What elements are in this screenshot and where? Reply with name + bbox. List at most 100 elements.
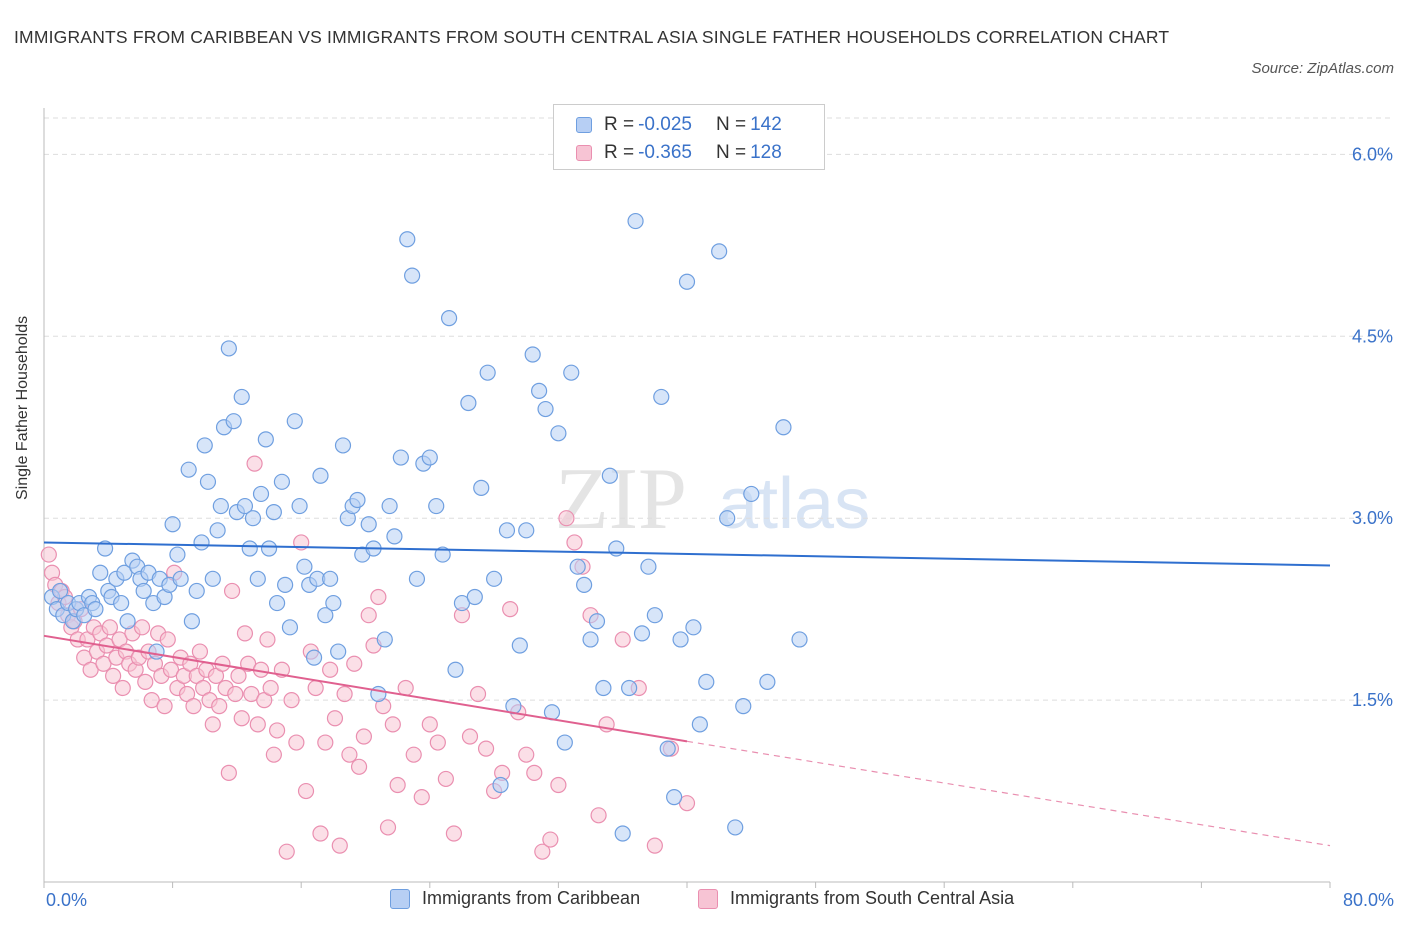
data-point <box>370 588 387 606</box>
data-point <box>185 698 202 715</box>
data-point <box>209 522 226 539</box>
data-point <box>262 679 279 697</box>
data-point <box>225 413 242 430</box>
data-point <box>511 637 528 654</box>
data-point <box>408 570 426 587</box>
axes <box>43 108 1331 888</box>
data-point <box>244 510 262 527</box>
data-point <box>307 679 324 697</box>
data-point <box>601 467 618 484</box>
data-point <box>445 825 463 842</box>
data-point <box>590 807 607 824</box>
data-point <box>653 388 670 406</box>
data-point <box>399 231 416 248</box>
data-point <box>429 734 446 751</box>
data-point <box>265 504 282 521</box>
data-point <box>550 425 567 442</box>
data-point <box>156 698 173 715</box>
data-point <box>325 594 342 612</box>
data-point <box>355 728 372 745</box>
data-point <box>537 400 554 418</box>
legend-swatch-blue <box>390 888 410 909</box>
data-point <box>389 776 406 794</box>
data-point <box>558 510 575 527</box>
data-point <box>542 831 559 848</box>
data-point <box>92 564 109 581</box>
data-point <box>460 394 477 412</box>
data-point <box>330 643 347 660</box>
n-value: 128 <box>750 142 782 163</box>
data-point <box>312 825 329 842</box>
data-point <box>434 546 451 563</box>
data-point <box>360 516 377 533</box>
data-point <box>312 467 329 484</box>
data-point <box>113 594 130 612</box>
data-point <box>413 789 430 806</box>
data-point <box>101 619 119 636</box>
data-point <box>621 679 638 697</box>
data-point <box>211 698 228 715</box>
data-point <box>469 685 487 703</box>
data-point <box>392 449 409 466</box>
data-point <box>322 570 339 587</box>
grid-lines <box>44 117 1390 701</box>
trend-line-south-central-asia <box>43 634 688 743</box>
watermark-zip: ZIP <box>555 451 687 548</box>
legend-item-caribbean[interactable]: Immigrants from Caribbean <box>390 888 640 909</box>
data-point <box>249 570 266 587</box>
data-point <box>204 570 221 587</box>
data-point <box>241 540 258 557</box>
data-point <box>119 613 136 630</box>
data-point <box>331 837 348 854</box>
data-point <box>188 582 205 600</box>
stats-row-south-central-asia: R = -0.365 N = 128 <box>576 140 786 166</box>
data-point <box>711 243 728 260</box>
data-point <box>376 631 393 648</box>
data-point <box>735 698 752 715</box>
trend-lines <box>43 541 1331 847</box>
data-point <box>260 540 278 557</box>
data-point <box>534 843 551 860</box>
legend-item-south-central-asia[interactable]: Immigrants from South Central Asia <box>698 888 1014 909</box>
data-point <box>87 601 104 618</box>
data-point <box>227 685 244 703</box>
legend-label-south-central-asia: Immigrants from South Central Asia <box>730 888 1015 908</box>
data-point <box>678 273 696 290</box>
data-point <box>317 734 334 751</box>
y-tick-label: 3.0% <box>1352 508 1393 528</box>
data-point <box>640 558 657 575</box>
data-point <box>180 461 197 478</box>
data-point <box>278 843 295 860</box>
data-point <box>305 649 323 666</box>
data-point <box>397 679 414 697</box>
data-point <box>277 576 294 593</box>
data-point <box>233 388 250 406</box>
chart-title: IMMIGRANTS FROM CARIBBEAN VS IMMIGRANTS … <box>14 27 1170 47</box>
data-point <box>633 625 651 642</box>
data-point <box>502 601 519 618</box>
data-point <box>685 619 702 636</box>
data-point <box>172 570 189 587</box>
n-value: 142 <box>750 114 782 135</box>
data-point <box>317 607 334 624</box>
data-point <box>288 734 305 751</box>
data-point <box>322 661 339 678</box>
legend-swatch-blue <box>576 117 592 133</box>
data-point <box>595 679 612 697</box>
data-point <box>220 340 237 357</box>
data-point <box>336 685 353 703</box>
data-point <box>326 710 344 727</box>
data-point <box>386 528 403 545</box>
data-point <box>370 685 387 703</box>
data-point <box>51 582 69 600</box>
data-point <box>223 582 241 600</box>
data-point <box>114 679 131 697</box>
legend-swatch-pink <box>698 888 718 909</box>
r-value: -0.025 <box>638 114 692 135</box>
data-point <box>563 364 580 381</box>
data-point <box>759 673 776 691</box>
data-point <box>341 746 358 763</box>
r-label: R = <box>604 114 635 135</box>
data-point <box>191 643 209 660</box>
data-point <box>296 558 313 575</box>
